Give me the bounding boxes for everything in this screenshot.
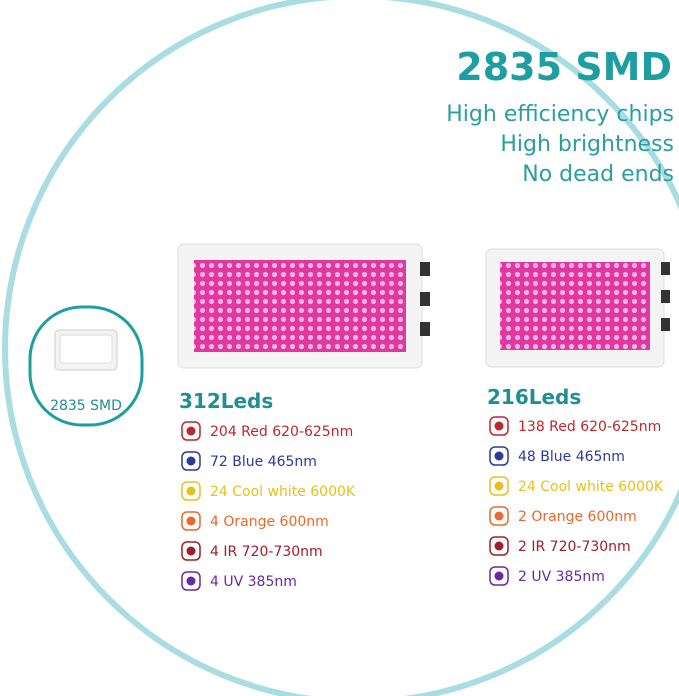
- led-item: 24 Cool white 6000K: [518, 479, 664, 495]
- chip: 2835 SMD: [28, 305, 144, 427]
- chip-label: 2835 SMD: [50, 398, 122, 414]
- led-dot: [186, 576, 196, 586]
- panel-title: 312Leds: [179, 389, 273, 413]
- led-item: 2 Orange 600nm: [518, 509, 637, 525]
- led-item: 204 Red 620-625nm: [210, 424, 353, 440]
- feature: High efficiency chips: [446, 102, 674, 127]
- led-dot: [186, 486, 196, 496]
- led-item: 48 Blue 465nm: [518, 449, 625, 465]
- led-item: 4 IR 720-730nm: [210, 544, 323, 560]
- feature: No dead ends: [522, 162, 674, 187]
- led-item: 72 Blue 465nm: [210, 454, 317, 470]
- led-dot: [186, 456, 196, 466]
- panel-image: [177, 243, 430, 369]
- led-dot: [186, 516, 196, 526]
- led-item: 4 UV 385nm: [210, 574, 297, 590]
- led-dot: [494, 481, 504, 491]
- led-dot: [186, 546, 196, 556]
- led-item: 2 UV 385nm: [518, 569, 605, 585]
- feature: High brightness: [500, 132, 674, 157]
- led-dot: [494, 571, 504, 581]
- led-item: 2 IR 720-730nm: [518, 539, 631, 555]
- led-item: 138 Red 620-625nm: [518, 419, 661, 435]
- panel-title: 216Leds: [487, 385, 581, 409]
- led-item: 24 Cool white 6000K: [210, 484, 356, 500]
- led-dot: [494, 421, 504, 431]
- panels: 312Leds 204 Red 620-625nm 72 Blue 465nm 24 …: [179, 385, 664, 591]
- title: 2835 SMD: [456, 45, 672, 89]
- features: High efficiency chips High brightness No d…: [446, 102, 674, 187]
- led-dot: [494, 451, 504, 461]
- led-dot: [494, 541, 504, 551]
- led-dot: [186, 426, 196, 436]
- led-item: 4 Orange 600nm: [210, 514, 329, 530]
- led-dot: [494, 511, 504, 521]
- panel-image: [485, 248, 670, 368]
